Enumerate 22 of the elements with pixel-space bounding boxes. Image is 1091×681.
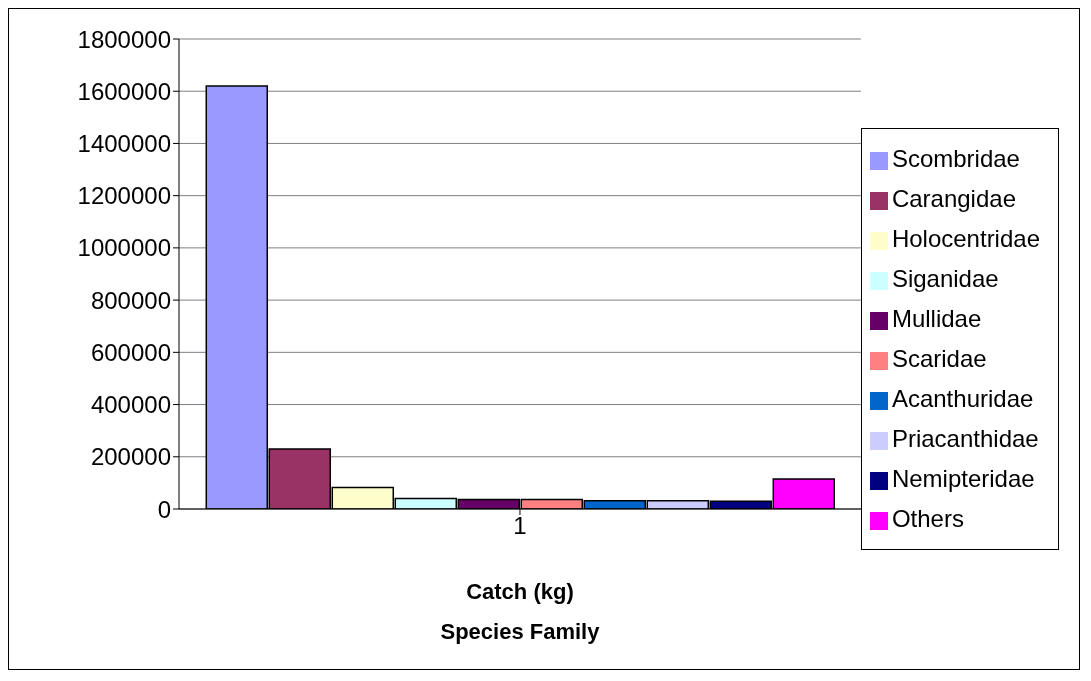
y-tick-label: 800000 [90,286,171,314]
legend-label: Mullidae [891,305,982,332]
legend-label: Acanthuridae [891,385,1034,412]
legend-label: Others [891,505,964,532]
legend-label: Scaridae [891,345,987,372]
legend-label: Scombridae [891,145,1020,172]
y-tick-label: 1800000 [77,25,171,53]
legend-label: Holocentridae [891,225,1040,252]
legend-label: Carangidae [891,185,1016,212]
y-tick-label: 200000 [90,443,171,471]
y-tick-label: 1000000 [77,234,171,262]
y-tick-label: 1600000 [77,77,171,105]
x-axis-title: Catch (kg) Species Family [440,579,601,644]
legend-label: Priacanthidae [891,425,1039,452]
legend-label: Siganidae [891,265,999,292]
y-tick-label: 400000 [90,391,171,419]
y-tick-label: 1200000 [77,182,171,210]
y-tick-label: 600000 [90,338,171,366]
y-tick-label: 0 [157,495,171,523]
legend-label: Nemipteridae [891,465,1035,492]
y-tick-label: 1400000 [77,129,171,157]
x-tick-label: 1 [513,512,527,540]
